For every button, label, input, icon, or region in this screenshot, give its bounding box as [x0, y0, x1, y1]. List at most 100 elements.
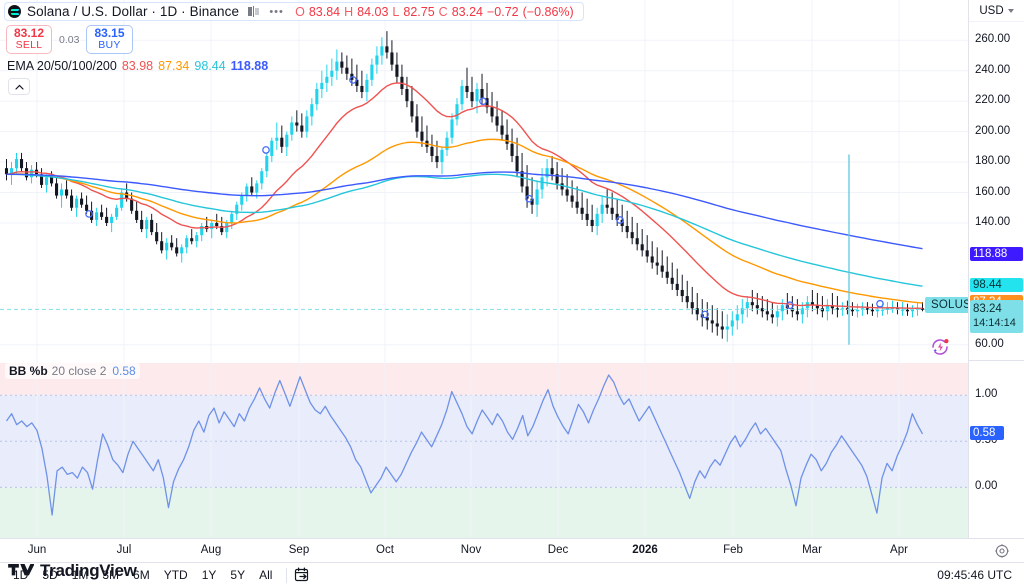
time-label-mar: Mar — [802, 544, 822, 556]
toolbar-divider — [286, 567, 288, 583]
candlestick-icon[interactable] — [245, 4, 262, 19]
indicator-zone-0 — [0, 363, 968, 396]
price-tick-200-00: 200.00 — [975, 124, 1011, 137]
currency-label: USD — [979, 4, 1004, 17]
time-label-oct: Oct — [376, 544, 394, 556]
price-tick-140-00: 140.00 — [975, 215, 1011, 228]
chevron-up-icon — [14, 84, 24, 90]
collapse-legend-button[interactable] — [8, 78, 30, 96]
chevron-down-icon — [1007, 8, 1014, 13]
pane-separator[interactable] — [969, 360, 1024, 361]
more-options-icon[interactable]: ••• — [269, 5, 284, 18]
price-tick-180-00: 180.00 — [975, 155, 1011, 168]
chart-marker-3[interactable] — [479, 97, 487, 106]
price-tick-160-00: 160.00 — [975, 185, 1011, 198]
ema-legend[interactable]: EMA 20/50/100/200 83.98 87.34 98.44 118.88 — [7, 59, 584, 73]
ohlc-change-percent: (−0.86%) — [522, 4, 574, 19]
ai-assistant-icon[interactable] — [929, 336, 951, 358]
ema-legend-value-0: 83.98 — [121, 59, 154, 74]
trade-panel: 83.12 SELL 0.03 83.15 BUY — [6, 25, 584, 55]
buy-label: BUY — [98, 38, 121, 51]
symbol-legend-row[interactable]: Solana / U.S. Dollar · 1D · Binance ••• … — [4, 2, 584, 21]
ema-legend-value-3: 118.88 — [230, 59, 269, 74]
ohlc-close-label: C — [438, 4, 448, 19]
chart-marker-0[interactable] — [85, 210, 93, 218]
chart-marker-4[interactable] — [525, 194, 533, 203]
ema50-line — [6, 138, 923, 304]
ohlc-change: −0.72 — [486, 4, 519, 19]
indicator-tick-0-00: 0.00 — [975, 480, 998, 493]
range-6m[interactable]: 6M — [133, 568, 150, 582]
chart-marker-1[interactable] — [262, 146, 270, 154]
current-price-tag[interactable]: 83.24 14:14:14 — [970, 300, 1023, 333]
ema100-line — [6, 173, 923, 287]
time-label-sep: Sep — [288, 544, 310, 556]
ohlc-high-value: 84.03 — [357, 4, 389, 19]
symbol-title[interactable]: Solana / U.S. Dollar · 1D · Binance — [27, 4, 240, 19]
range-5d[interactable]: 5D — [42, 568, 58, 582]
chart-svg — [0, 0, 968, 538]
time-label-jun: Jun — [27, 544, 47, 556]
currency-selector[interactable]: USD — [969, 0, 1024, 22]
indicator-title: BB %b — [9, 364, 48, 378]
ema-legend-name: EMA 20/50/100/200 — [7, 59, 117, 74]
tradingview-wordmark: TradingView — [40, 561, 137, 580]
time-label-nov: Nov — [460, 544, 482, 556]
chart-legend: Solana / U.S. Dollar · 1D · Binance ••• … — [4, 2, 584, 96]
chart-marker-6[interactable] — [701, 310, 709, 319]
ema200-line — [6, 171, 923, 250]
bb-percent-b-line — [5, 374, 924, 516]
buy-button[interactable]: 83.15 BUY — [86, 25, 133, 55]
ohlc-low-value: 82.75 — [403, 4, 435, 19]
range-1y[interactable]: 1Y — [201, 568, 217, 582]
ema100-price-tag[interactable]: 98.44 — [970, 278, 1023, 293]
candlestick-series — [4, 31, 925, 342]
bottom-toolbar[interactable]: 1D 5D 1M 3M 6M YTD 1Y 5Y All 09:45:46 UTC — [0, 562, 1024, 587]
price-scale[interactable]: USD 260.00 240.00 220.00 200.00 180.00 160.00… — [968, 0, 1024, 538]
utc-clock: 09:45:46 UTC — [937, 568, 1012, 582]
indicator-zone-2 — [0, 487, 968, 538]
ohlc-open-label: O — [295, 4, 305, 19]
indicator-value: 0.58 — [112, 364, 136, 378]
sell-button[interactable]: 83.12 SELL — [6, 25, 53, 55]
range-3m[interactable]: 3M — [102, 568, 120, 582]
spread-value: 0.03 — [59, 33, 80, 46]
chart-canvas[interactable] — [0, 0, 968, 538]
price-tick-240-00: 240.00 — [975, 63, 1011, 76]
sell-label: SELL — [15, 38, 43, 51]
time-label-aug: Aug — [200, 544, 222, 556]
chart-marker-7[interactable] — [786, 301, 794, 310]
ohlc-low-label: L — [392, 4, 400, 19]
bar-countdown: 14:14:14 — [973, 316, 1016, 329]
ema20-line — [6, 82, 923, 309]
solana-logo-icon — [8, 5, 21, 18]
chart-settings-gear-icon[interactable] — [994, 543, 1010, 559]
indicator-value-tag[interactable]: 0.58 — [970, 425, 1004, 440]
sell-price: 83.12 — [14, 26, 45, 40]
range-selector[interactable]: 1D 5D 1M 3M 6M YTD 1Y 5Y All — [0, 565, 279, 585]
price-tick-220-00: 220.00 — [975, 94, 1011, 107]
ema-legend-value-2: 98.44 — [194, 59, 226, 74]
chart-marker-5[interactable] — [616, 216, 624, 224]
go-to-date-icon[interactable] — [294, 567, 312, 583]
ema-legend-value-1: 87.34 — [158, 59, 190, 74]
time-label-feb: Feb — [723, 544, 743, 556]
indicator-legend[interactable]: BB %b 20 close 2 0.58 — [5, 363, 140, 379]
indicator-tick-1-00: 1.00 — [975, 388, 998, 401]
ohlc-high-label: H — [344, 4, 354, 19]
range-ytd[interactable]: YTD — [163, 568, 188, 582]
range-5y[interactable]: 5Y — [230, 568, 246, 582]
chart-marker-2[interactable] — [349, 76, 357, 84]
price-tick-60-00: 60.00 — [975, 337, 1004, 350]
time-label-2026: 2026 — [632, 544, 658, 556]
chart-marker-8[interactable] — [876, 299, 884, 308]
ohlc-values: O 83.84 H 84.03 L 82.75 C 83.24 −0.72 (−0.86… — [295, 5, 578, 19]
range-all[interactable]: All — [259, 568, 273, 582]
time-label-dec: Dec — [547, 544, 569, 556]
indicator-params: 20 close 2 — [51, 364, 107, 378]
buy-price: 83.15 — [94, 26, 125, 40]
range-1m[interactable]: 1M — [71, 568, 89, 582]
time-axis[interactable]: Jun Jul Aug Sep Oct Nov Dec 2026 Feb Mar Apr — [0, 538, 1024, 562]
ema200-price-tag[interactable]: 118.88 — [970, 247, 1023, 262]
